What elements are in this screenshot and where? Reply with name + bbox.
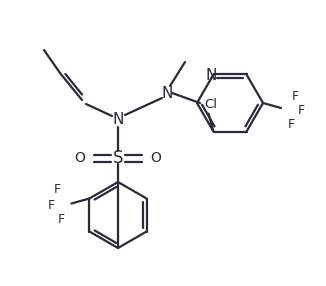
Text: F: F: [58, 213, 65, 226]
Text: N: N: [161, 86, 173, 100]
Text: F: F: [288, 118, 295, 130]
Text: F: F: [291, 90, 299, 102]
Text: Cl: Cl: [204, 98, 217, 111]
Text: O: O: [151, 151, 161, 165]
Text: N: N: [112, 112, 124, 128]
Text: F: F: [297, 104, 304, 118]
Text: O: O: [75, 151, 85, 165]
Text: N: N: [206, 68, 217, 83]
Text: F: F: [48, 199, 55, 212]
Text: S: S: [113, 149, 123, 167]
Text: F: F: [54, 183, 61, 196]
